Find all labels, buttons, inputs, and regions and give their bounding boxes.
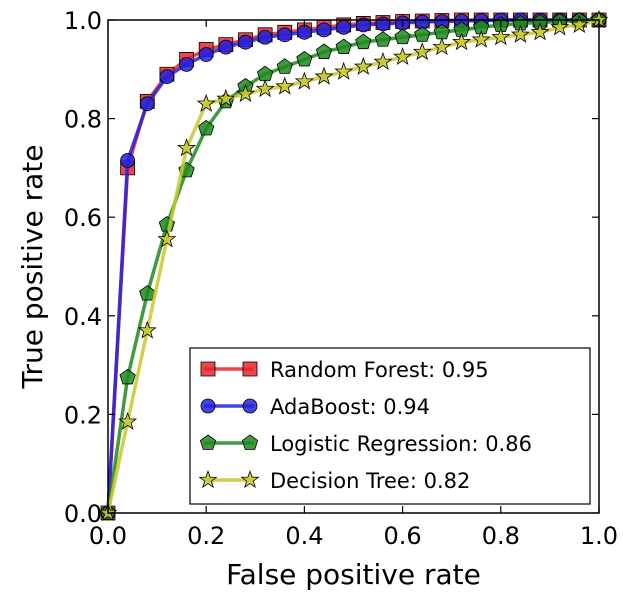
axis-ticks: 0.0 0.2 0.4 0.6 0.8 1.0 0.0 0.2 0.4 0.6 0.8 1.0 — [64, 7, 618, 550]
x-axis-label: False positive rate — [226, 558, 481, 591]
data-point — [334, 61, 354, 80]
legend-label: Decision Tree: 0.82 — [270, 469, 470, 493]
data-point — [256, 65, 274, 82]
data-point — [471, 29, 491, 48]
x-tick-label: 0.2 — [187, 522, 225, 550]
y-tick-label: 0.8 — [64, 106, 102, 134]
data-point — [277, 27, 293, 43]
legend-label: Logistic Regression: 0.86 — [270, 432, 532, 456]
x-tick-label: 1.0 — [580, 522, 618, 550]
data-point — [198, 119, 215, 136]
data-point — [238, 34, 253, 50]
plot-area — [98, 10, 609, 522]
data-point — [510, 24, 530, 43]
data-point — [296, 24, 312, 40]
data-point — [374, 31, 392, 47]
data-point — [255, 79, 275, 98]
data-point — [335, 38, 352, 55]
plot-frame — [107, 19, 600, 514]
data-point — [179, 56, 194, 72]
data-point — [157, 229, 177, 248]
legend-marker — [241, 434, 259, 450]
legend-entry: Decision Tree: 0.82 — [198, 469, 470, 493]
data-point — [336, 19, 352, 35]
data-point — [355, 17, 371, 33]
legend-marker — [242, 398, 258, 414]
data-point — [491, 27, 511, 46]
legend-label: Random Forest: 0.95 — [270, 358, 489, 382]
legend-marker — [199, 434, 217, 450]
x-tick-label: 0.4 — [285, 522, 323, 550]
data-point — [373, 51, 393, 70]
y-tick-label: 1.0 — [64, 7, 102, 35]
legend-entry: AdaBoost: 0.94 — [200, 395, 430, 419]
x-tick-label: 0.8 — [482, 522, 520, 550]
legend-marker — [242, 361, 258, 377]
data-point — [432, 37, 452, 56]
data-point — [294, 71, 314, 90]
data-point — [296, 50, 313, 67]
legend-label: AdaBoost: 0.94 — [270, 395, 430, 419]
data-point — [314, 66, 334, 85]
data-point — [139, 96, 155, 112]
data-point — [139, 285, 156, 301]
legend-marker — [240, 470, 260, 489]
data-point — [316, 22, 332, 38]
legend-entry: Random Forest: 0.95 — [200, 358, 489, 382]
data-point — [414, 26, 431, 42]
data-point — [452, 32, 472, 51]
y-tick-label: 0.0 — [64, 500, 102, 528]
series-4 — [98, 10, 609, 522]
x-tick-label: 0.6 — [384, 522, 422, 550]
data-point — [235, 83, 255, 103]
data-point — [569, 14, 589, 33]
legend-marker — [200, 398, 216, 414]
x-tick-label: 0.0 — [89, 522, 127, 550]
legend-marker — [200, 361, 216, 377]
data-point — [275, 76, 295, 95]
data-point — [159, 69, 175, 85]
data-point — [118, 411, 138, 430]
data-point — [196, 93, 216, 112]
data-point — [120, 153, 136, 168]
data-point — [412, 42, 432, 61]
data-point — [216, 88, 236, 107]
y-tick-label: 0.4 — [64, 303, 102, 331]
data-point — [353, 56, 373, 75]
data-point — [530, 22, 550, 41]
y-tick-label: 0.6 — [64, 204, 102, 232]
data-point — [355, 33, 372, 50]
data-point — [393, 47, 413, 66]
data-point — [137, 320, 157, 339]
data-point — [315, 43, 333, 59]
y-tick-label: 0.2 — [64, 401, 102, 429]
data-point — [394, 28, 411, 45]
legend-marker — [198, 470, 218, 489]
data-point — [550, 17, 570, 36]
legend-entry: Logistic Regression: 0.86 — [199, 432, 532, 456]
legend: Random Forest: 0.95 AdaBoost: 0.94 Logisti… — [189, 347, 591, 505]
data-point — [257, 29, 273, 45]
data-point — [218, 39, 234, 55]
data-point — [276, 58, 293, 74]
data-point — [198, 47, 214, 62]
data-point — [177, 138, 197, 157]
data-point — [375, 16, 391, 32]
y-axis-label: True positive rate — [16, 145, 49, 390]
data-point — [119, 368, 136, 385]
